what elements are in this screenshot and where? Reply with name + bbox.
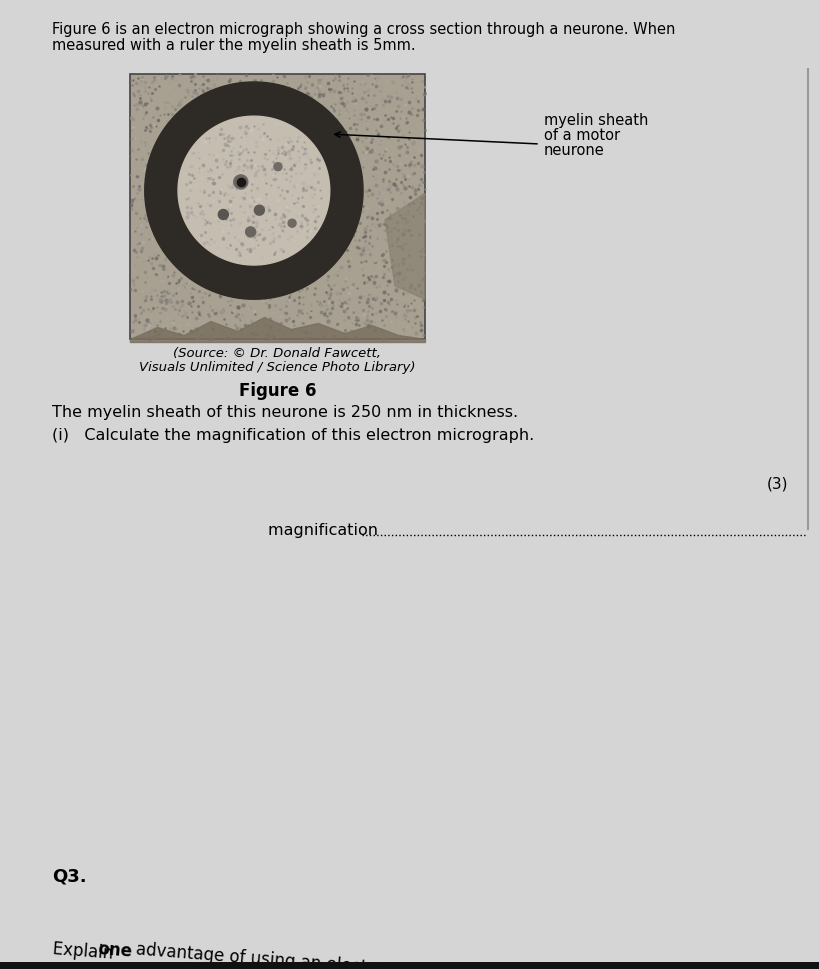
Text: measured with a ruler the myelin sheath is 5mm.: measured with a ruler the myelin sheath … (52, 38, 415, 53)
Text: neurone: neurone (543, 142, 604, 158)
Text: advantage of using an electron microscope to observe plant cells.: advantage of using an electron microscop… (130, 939, 683, 969)
FancyBboxPatch shape (130, 75, 424, 340)
Text: (Source: © Dr. Donald Fawcett,: (Source: © Dr. Donald Fawcett, (174, 347, 381, 359)
Text: of a motor: of a motor (543, 128, 619, 142)
Circle shape (274, 164, 282, 172)
Text: magnification: magnification (268, 522, 382, 538)
Polygon shape (178, 117, 329, 266)
Circle shape (254, 206, 264, 216)
Circle shape (246, 228, 256, 237)
Text: (i)   Calculate the magnification of this electron micrograph.: (i) Calculate the magnification of this … (52, 427, 534, 443)
Polygon shape (145, 83, 363, 300)
Text: Explain: Explain (52, 939, 119, 962)
Circle shape (287, 220, 296, 228)
Circle shape (218, 210, 228, 220)
FancyBboxPatch shape (0, 962, 819, 969)
Text: myelin sheath: myelin sheath (543, 112, 648, 128)
Text: Q3.: Q3. (52, 867, 87, 885)
Text: Figure 6 is an electron micrograph showing a cross section through a neurone. Wh: Figure 6 is an electron micrograph showi… (52, 22, 675, 37)
Polygon shape (385, 194, 424, 300)
Circle shape (233, 175, 247, 190)
Text: (3): (3) (766, 477, 787, 491)
Text: Visuals Unlimited / Science Photo Library): Visuals Unlimited / Science Photo Librar… (139, 360, 415, 374)
Text: The myelin sheath of this neurone is 250 nm in thickness.: The myelin sheath of this neurone is 250… (52, 405, 518, 420)
Text: Figure 6: Figure 6 (238, 382, 316, 399)
Text: one: one (97, 939, 133, 959)
